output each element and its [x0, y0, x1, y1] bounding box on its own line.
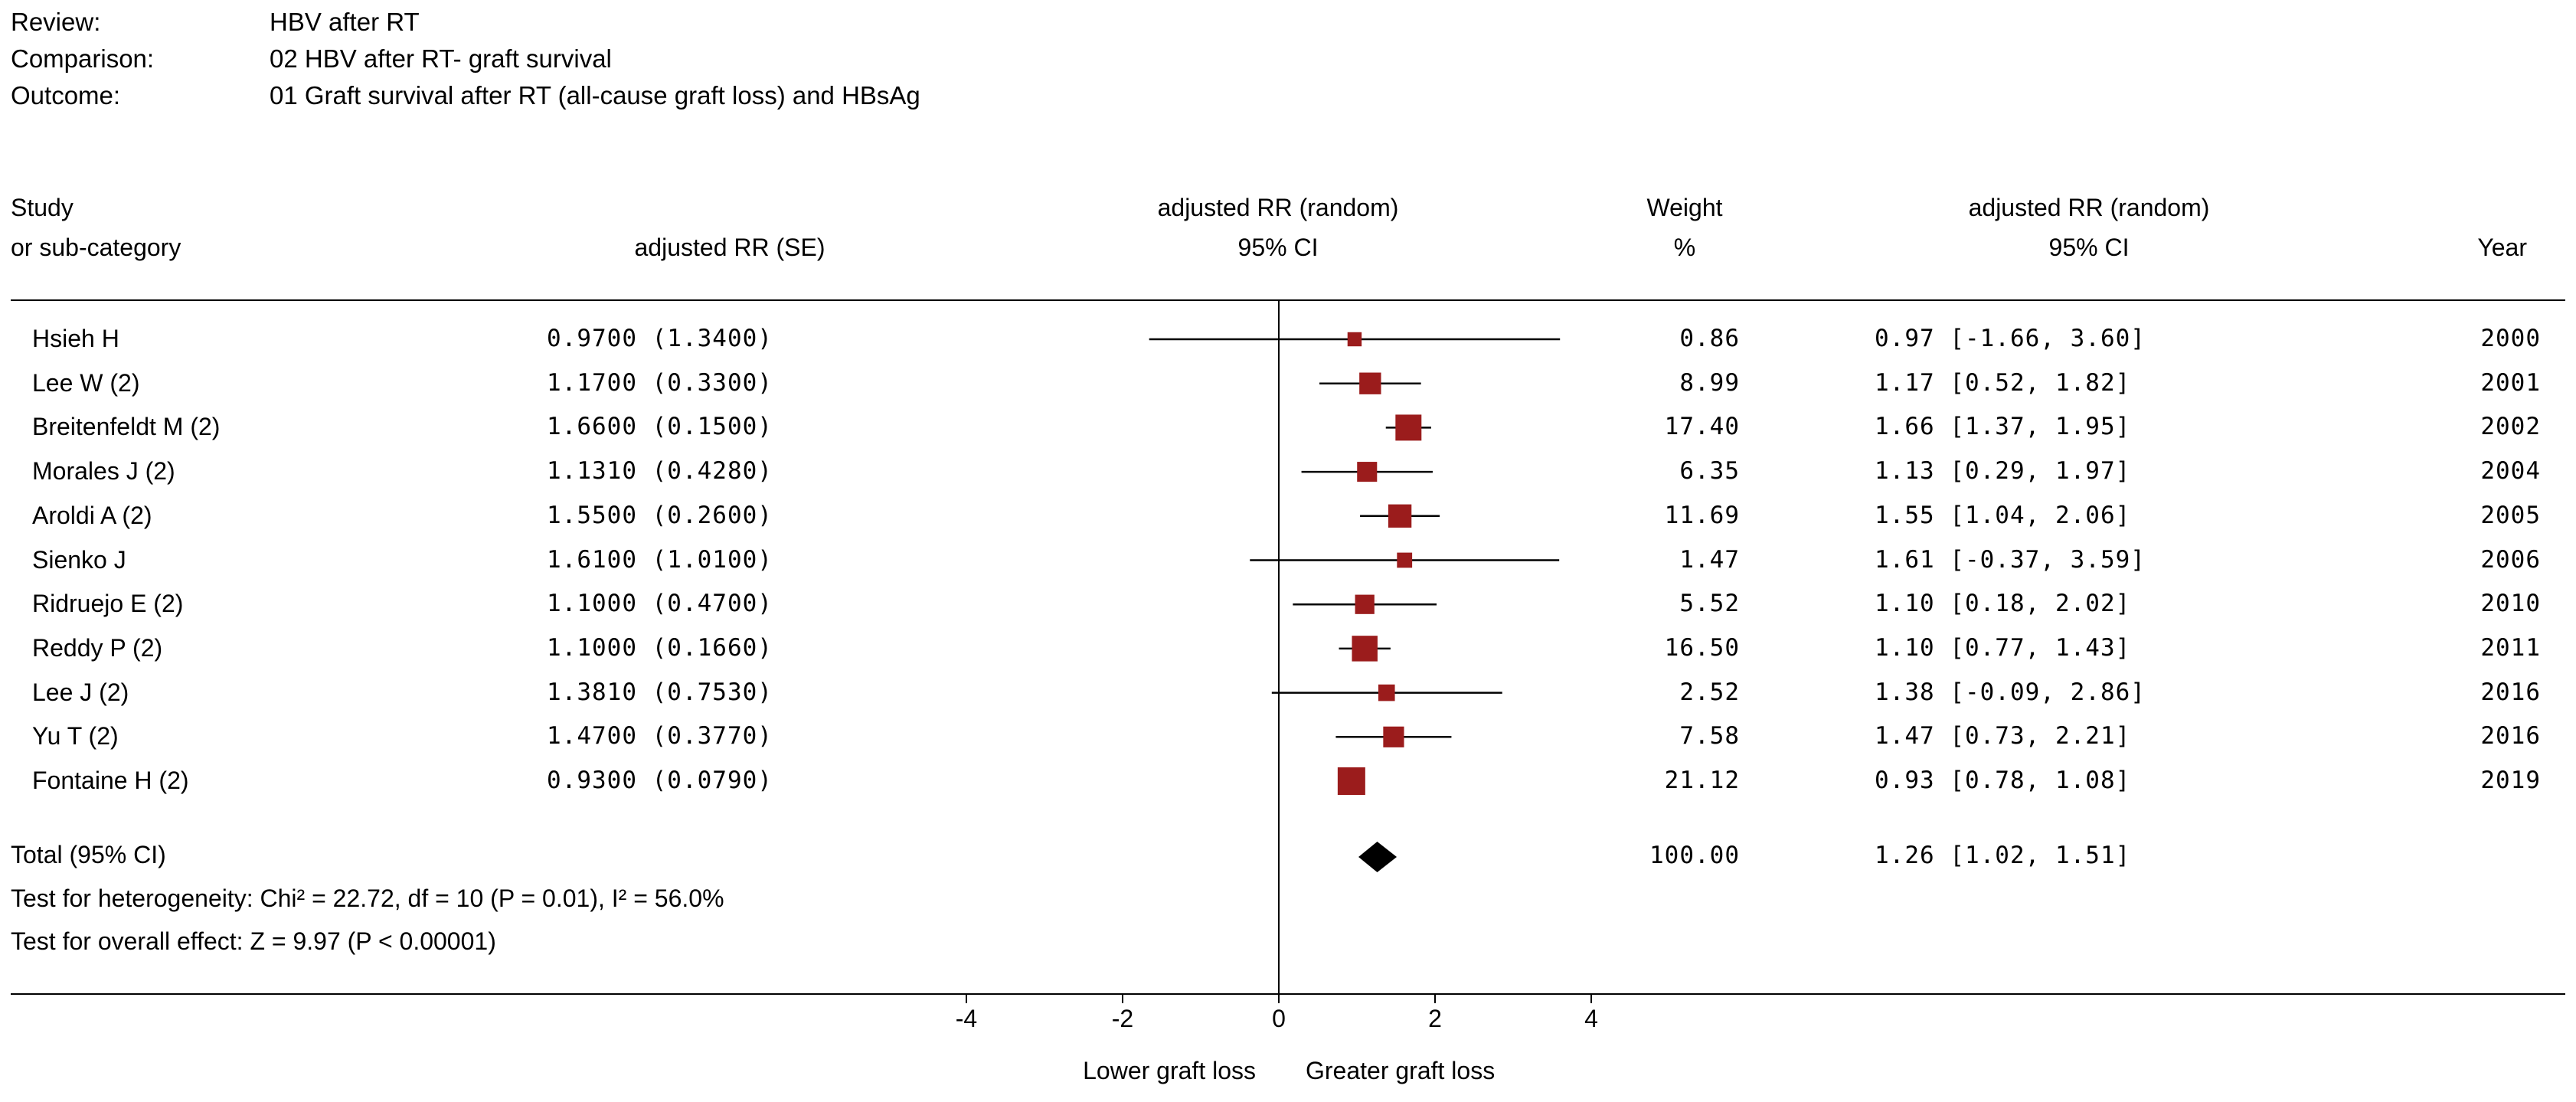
study-weight: 8.99 [1679, 368, 1740, 397]
pooled-diamond [1358, 842, 1398, 872]
study-ci: 1.13 [0.29, 1.97] [1875, 457, 2131, 486]
study-rr-se: 1.5500 (0.2600) [547, 501, 773, 529]
study-year: 2016 [2480, 678, 2541, 706]
study-point-marker [1388, 504, 1412, 528]
study-weight: 16.50 [1664, 633, 1740, 662]
study-year: 2000 [2480, 325, 2541, 352]
overall-effect-text: Test for overall effect: Z = 9.97 (P < 0… [11, 927, 496, 955]
study-point-marker [1337, 767, 1365, 795]
total-weight: 100.00 [1649, 842, 1740, 869]
study-weight: 0.86 [1679, 325, 1740, 352]
x-tick-label: -4 [955, 1005, 978, 1032]
col-ci-subheading: 95% CI [2048, 234, 2130, 261]
study-ci: 1.47 [0.73, 2.21] [1875, 722, 2131, 750]
study-rr-se: 1.1000 (0.4700) [547, 590, 773, 618]
study-rr-se: 1.1310 (0.4280) [547, 457, 773, 486]
review-label: Review: [11, 8, 101, 36]
study-point-marker [1355, 594, 1375, 614]
study-name: Ridruejo E (2) [32, 590, 184, 618]
study-rr-se: 1.6600 (0.1500) [547, 413, 773, 441]
study-ci: 1.38 [-0.09, 2.86] [1875, 678, 2146, 706]
col-plot-heading: adjusted RR (random) [1157, 194, 1399, 221]
study-point-marker [1357, 462, 1378, 482]
lower-graft-loss-label: Lower graft loss [1083, 1057, 1256, 1084]
comparison-value: 02 HBV after RT- graft survival [270, 44, 612, 73]
study-name: Aroldi A (2) [32, 501, 152, 529]
study-weight: 2.52 [1679, 678, 1740, 706]
study-name: Sienko J [32, 545, 126, 574]
study-rr-se: 0.9700 (1.3400) [547, 325, 773, 352]
col-weight-subheading: % [1673, 234, 1696, 261]
study-rr-se: 1.3810 (0.7530) [547, 678, 773, 706]
col-plot-subheading: 95% CI [1237, 234, 1319, 261]
study-year: 2006 [2480, 545, 2541, 574]
col-rrse-heading: adjusted RR (SE) [634, 234, 825, 261]
total-label: Total (95% CI) [11, 841, 166, 868]
study-point-marker [1395, 414, 1422, 441]
study-rr-se: 1.1000 (0.1660) [547, 633, 773, 662]
study-year: 2016 [2480, 722, 2541, 750]
study-weight: 17.40 [1664, 413, 1740, 441]
study-weight: 1.47 [1679, 545, 1740, 574]
study-weight: 7.58 [1679, 722, 1740, 750]
study-year: 2001 [2480, 368, 2541, 397]
study-ci: 1.66 [1.37, 1.95] [1875, 413, 2131, 441]
study-point-marker [1352, 636, 1378, 662]
study-year: 2019 [2480, 767, 2541, 794]
study-name: Lee J (2) [32, 678, 129, 706]
x-tick-label: -2 [1111, 1005, 1134, 1032]
comparison-label: Comparison: [11, 44, 155, 73]
study-ci: 1.61 [-0.37, 3.59] [1875, 545, 2146, 574]
study-ci: 1.10 [0.77, 1.43] [1875, 633, 2131, 662]
study-weight: 21.12 [1664, 767, 1740, 794]
study-rr-se: 1.1700 (0.3300) [547, 368, 773, 397]
study-name: Hsieh H [32, 325, 119, 352]
study-rr-se: 1.4700 (0.3770) [547, 722, 773, 750]
study-name: Breitenfeldt M (2) [32, 413, 221, 441]
study-ci: 0.97 [-1.66, 3.60] [1875, 325, 2146, 352]
study-rr-se: 0.9300 (0.0790) [547, 767, 773, 794]
col-year-heading: Year [2477, 234, 2527, 261]
study-point-marker [1359, 372, 1381, 394]
study-year: 2004 [2480, 457, 2541, 486]
study-name: Reddy P (2) [32, 633, 163, 662]
col-weight-heading: Weight [1646, 194, 1723, 221]
study-point-marker [1383, 726, 1404, 747]
study-name: Morales J (2) [32, 457, 175, 486]
study-ci: 1.55 [1.04, 2.06] [1875, 501, 2131, 529]
outcome-label: Outcome: [11, 81, 121, 110]
study-name: Lee W (2) [32, 368, 140, 397]
study-year: 2010 [2480, 590, 2541, 618]
study-point-marker [1378, 684, 1395, 701]
study-year: 2002 [2480, 413, 2541, 441]
study-year: 2005 [2480, 501, 2541, 529]
total-ci: 1.26 [1.02, 1.51] [1875, 842, 2131, 869]
heterogeneity-text: Test for heterogeneity: Chi² = 22.72, df… [11, 885, 724, 912]
study-ci: 0.93 [0.78, 1.08] [1875, 767, 2131, 794]
greater-graft-loss-label: Greater graft loss [1306, 1057, 1496, 1084]
x-tick-label: 0 [1272, 1005, 1286, 1032]
study-weight: 6.35 [1679, 457, 1740, 486]
study-rr-se: 1.6100 (1.0100) [547, 545, 773, 574]
study-name: Fontaine H (2) [32, 767, 189, 794]
study-ci: 1.10 [0.18, 2.02] [1875, 590, 2131, 618]
col-study-subheading: or sub-category [11, 234, 181, 261]
x-tick-label: 2 [1428, 1005, 1442, 1032]
study-name: Yu T (2) [32, 722, 119, 750]
study-weight: 11.69 [1664, 501, 1740, 529]
x-tick-label: 4 [1584, 1005, 1598, 1032]
col-study-heading: Study [11, 194, 74, 221]
review-value: HBV after RT [270, 8, 420, 36]
study-weight: 5.52 [1679, 590, 1740, 618]
col-ci-heading: adjusted RR (random) [1968, 194, 2210, 221]
outcome-value: 01 Graft survival after RT (all-cause gr… [270, 81, 920, 110]
study-point-marker [1347, 332, 1362, 347]
study-ci: 1.17 [0.52, 1.82] [1875, 368, 2131, 397]
study-year: 2011 [2480, 633, 2541, 662]
study-point-marker [1397, 552, 1413, 568]
